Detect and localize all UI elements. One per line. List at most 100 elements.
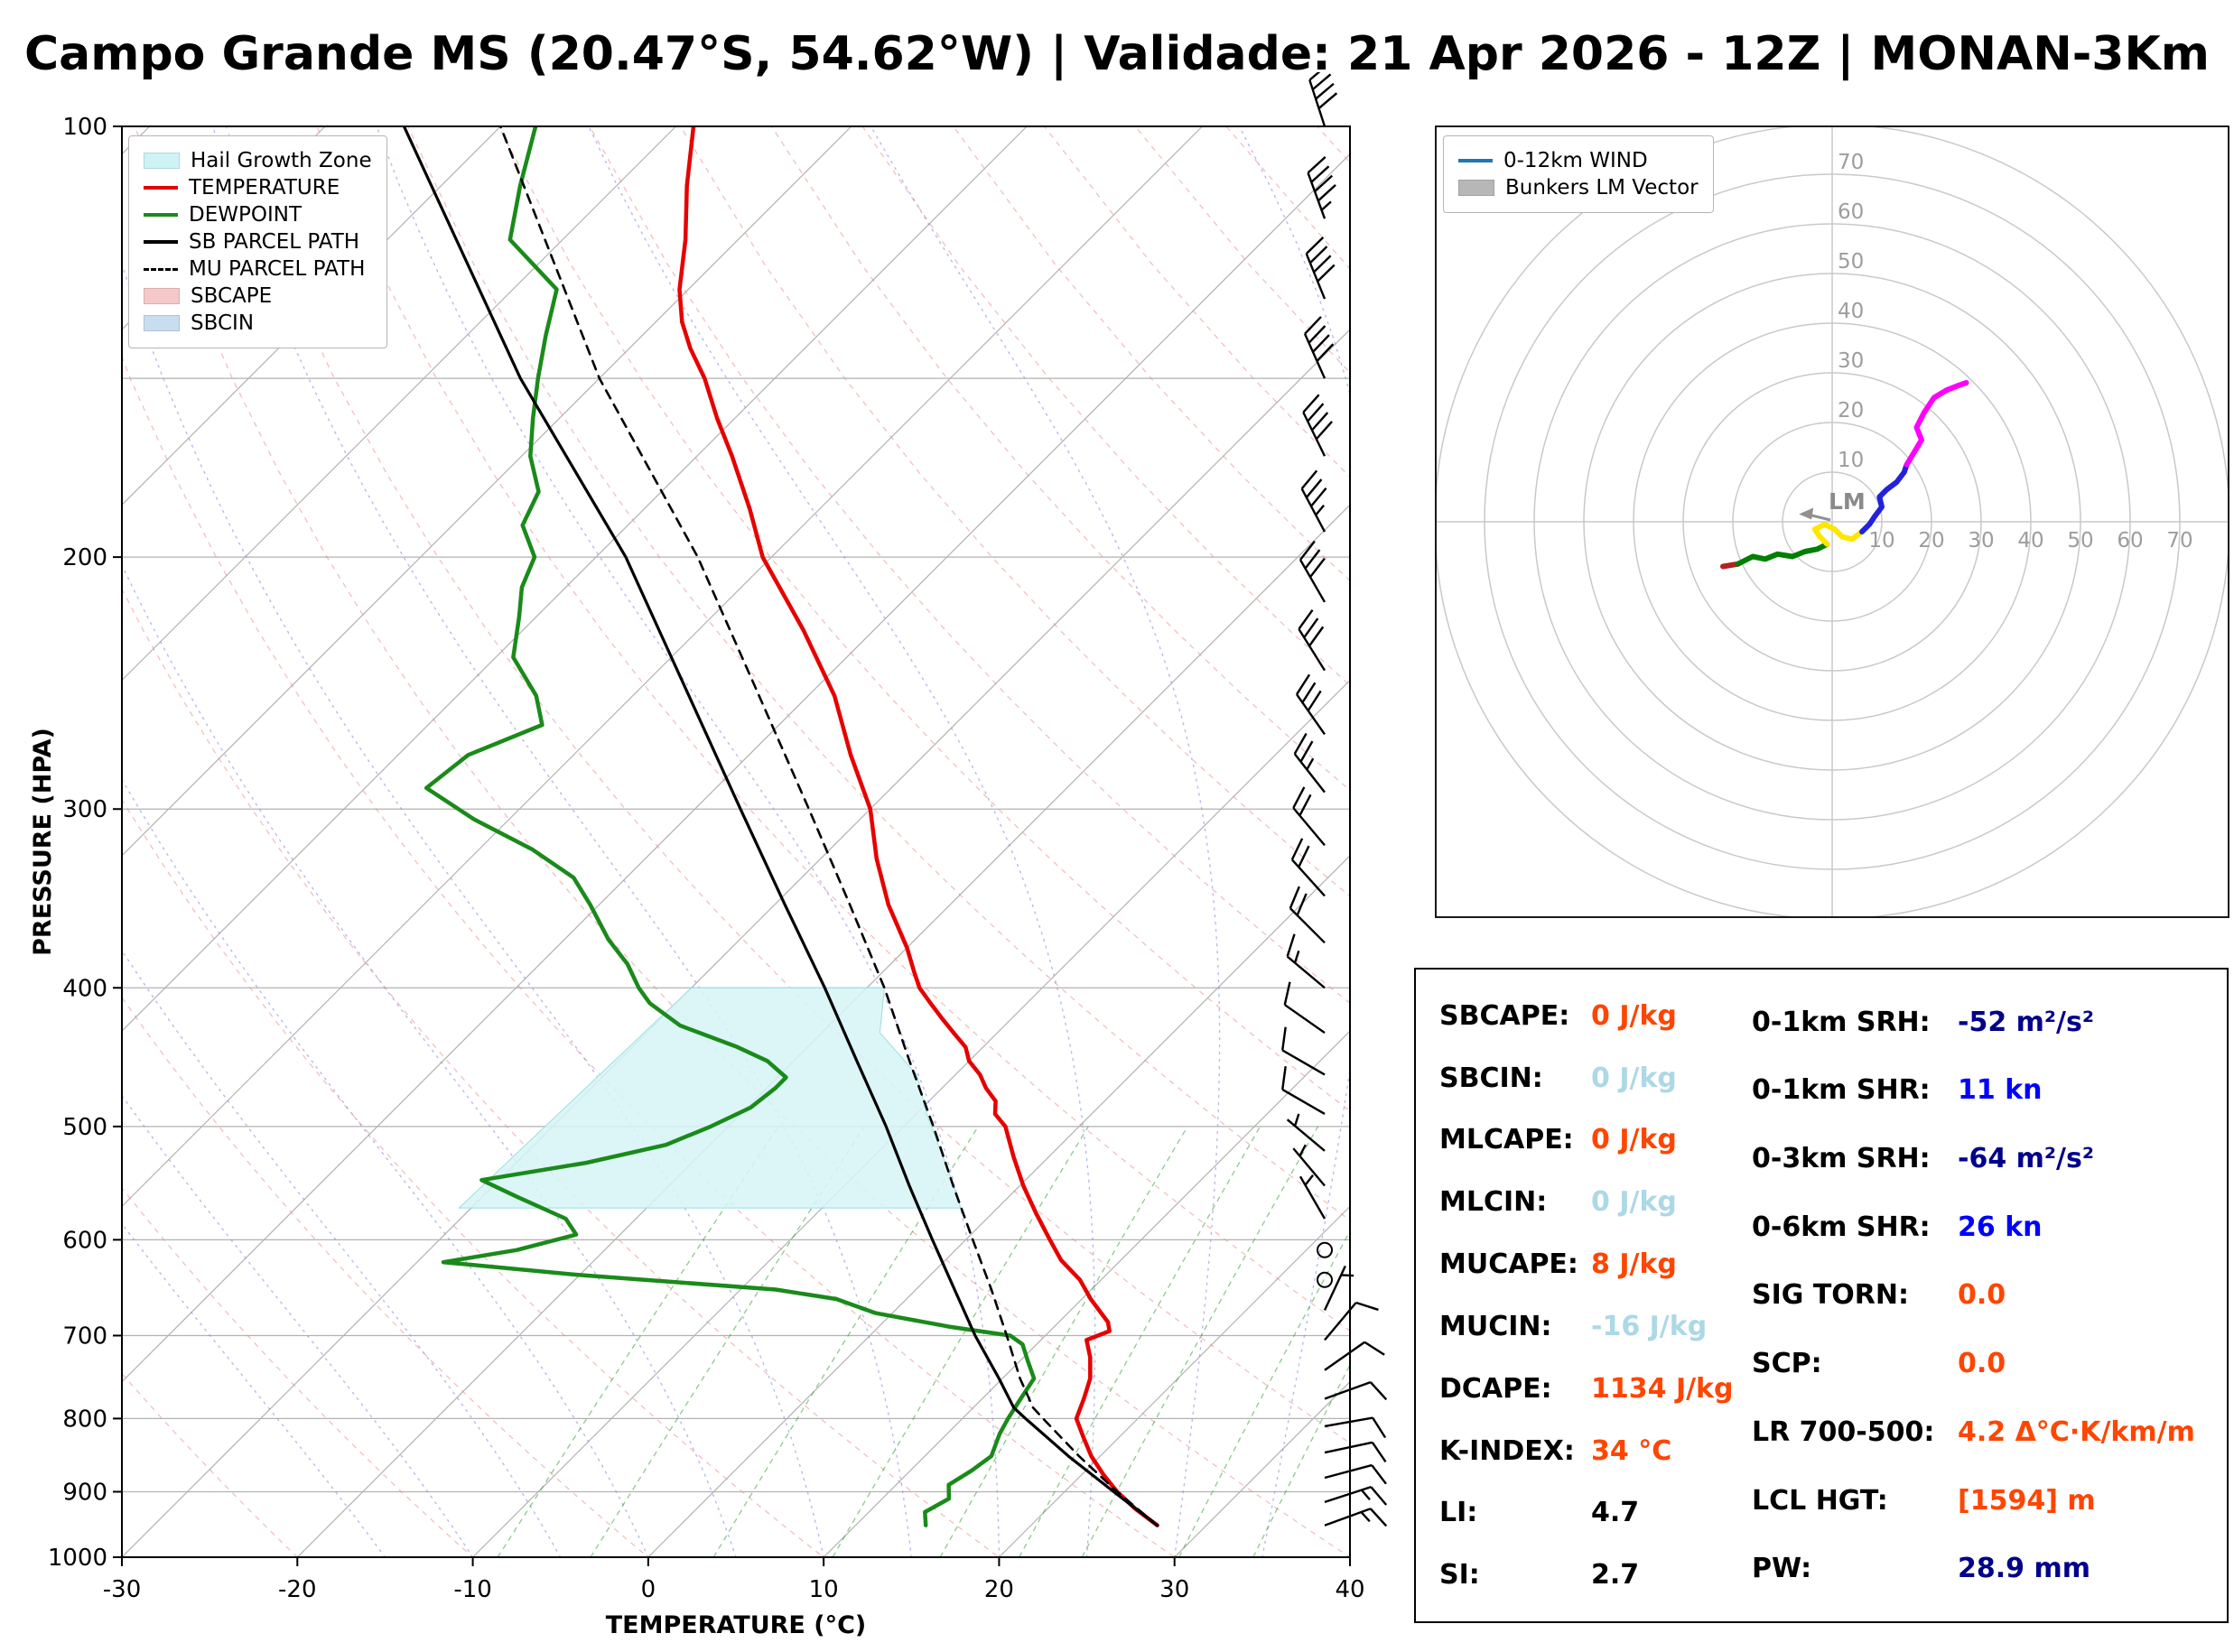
stat-value: 8 J/kg <box>1591 1248 1677 1281</box>
stat-value: 0 J/kg <box>1591 1124 1677 1156</box>
legend-item: MU PARCEL PATH <box>144 257 372 281</box>
svg-text:500: 500 <box>62 1114 107 1141</box>
wind-barbs <box>1281 72 1388 1527</box>
svg-text:10: 10 <box>809 1576 839 1603</box>
stat-value: 34 °C <box>1591 1434 1672 1467</box>
stat-row: MUCIN: -16 J/kg <box>1439 1311 1741 1342</box>
page-title: Campo Grande MS (20.47°S, 54.62°W) | Val… <box>24 27 2210 81</box>
legend-item: 0-12km WIND <box>1458 149 1699 172</box>
svg-text:400: 400 <box>62 975 107 1002</box>
legend-label: SB PARCEL PATH <box>189 230 360 254</box>
svg-text:200: 200 <box>62 544 107 571</box>
stat-label: MUCIN: <box>1439 1310 1552 1342</box>
legend-swatch <box>144 186 178 190</box>
stat-value: 0 J/kg <box>1591 1186 1677 1219</box>
stat-row: 0-1km SHR: 11 kn <box>1752 1074 2227 1106</box>
legend-label: 0-12km WIND <box>1503 149 1648 172</box>
svg-text:10: 10 <box>1868 529 1894 552</box>
svg-text:600: 600 <box>62 1227 107 1254</box>
stat-label: SBCAPE: <box>1439 999 1570 1032</box>
stat-value: -16 J/kg <box>1591 1310 1708 1342</box>
hodograph-plot-area: 10 10 20 20 30 30 40 40 50 50 60 60 70 70 LM <box>1436 126 2229 917</box>
legend-label: MU PARCEL PATH <box>189 257 366 281</box>
legend-label: DEWPOINT <box>189 203 302 227</box>
svg-text:30: 30 <box>1159 1576 1189 1603</box>
stat-row: SI: 2.7 <box>1439 1559 1741 1591</box>
legend-swatch <box>144 288 180 304</box>
legend-swatch <box>1458 159 1493 162</box>
svg-text:50: 50 <box>1838 250 1864 274</box>
svg-text:PRESSURE (HPA): PRESSURE (HPA) <box>29 728 57 956</box>
svg-text:800: 800 <box>62 1406 107 1433</box>
stat-value: 11 kn <box>1958 1074 2043 1107</box>
stats-panel: SBCAPE: 0 J/kg SBCIN: 0 J/kg MLCAPE: 0 J/kg ML… <box>1414 968 2229 1623</box>
series-dewpoint <box>424 126 1037 1527</box>
stat-label: 0-6km SHR: <box>1752 1211 1931 1243</box>
svg-text:40: 40 <box>1335 1576 1364 1603</box>
stat-label: PW: <box>1752 1553 1812 1585</box>
stat-label: SIG TORN: <box>1752 1279 1910 1312</box>
legend-swatch <box>144 153 180 169</box>
legend-item: Hail Growth Zone <box>144 149 372 172</box>
svg-text:0: 0 <box>641 1576 656 1603</box>
stat-row: 0-1km SRH: -52 m²/s² <box>1752 1007 2227 1038</box>
svg-text:1000: 1000 <box>48 1545 107 1572</box>
legend-swatch <box>144 213 178 217</box>
hodograph-segment-3-6km <box>1811 521 1865 547</box>
svg-text:60: 60 <box>1838 200 1864 224</box>
svg-text:LM: LM <box>1829 488 1866 515</box>
legend-item: SBCAPE <box>144 284 372 308</box>
skewt-plot-area <box>122 126 1350 1557</box>
svg-text:70: 70 <box>2166 529 2192 552</box>
stat-row: SBCIN: 0 J/kg <box>1439 1063 1741 1094</box>
stat-row: 0-3km SRH: -64 m²/s² <box>1752 1143 2227 1174</box>
stat-label: LI: <box>1439 1497 1478 1529</box>
legend-swatch <box>1458 180 1494 196</box>
legend-item: SB PARCEL PATH <box>144 230 372 254</box>
stat-value: 1134 J/kg <box>1591 1372 1734 1405</box>
stat-row: DCAPE: 1134 J/kg <box>1439 1373 1741 1405</box>
svg-text:100: 100 <box>62 114 107 141</box>
svg-text:TEMPERATURE (°C): TEMPERATURE (°C) <box>606 1611 867 1639</box>
hodograph-chart: 10 10 20 20 30 30 40 40 50 50 60 60 70 70 LM <box>1435 125 2229 918</box>
stat-row: LI: 4.7 <box>1439 1497 1741 1528</box>
series-temperature <box>677 126 1159 1527</box>
skewt-frame <box>121 125 1351 1558</box>
stat-label: LCL HGT: <box>1752 1484 1888 1517</box>
svg-text:40: 40 <box>1838 300 1864 323</box>
svg-text:30: 30 <box>1968 529 1994 552</box>
legend-label: Bunkers LM Vector <box>1505 176 1699 200</box>
legend-item: DEWPOINT <box>144 203 372 227</box>
stat-label: SBCIN: <box>1439 1062 1543 1094</box>
legend-item: SBCIN <box>144 311 372 335</box>
svg-text:60: 60 <box>2117 529 2143 552</box>
stat-value: 0.0 <box>1958 1279 2006 1312</box>
stat-row: K-INDEX: 34 °C <box>1439 1435 1741 1467</box>
hodograph-segment-6-9km <box>1859 461 1910 534</box>
stat-row: MLCAPE: 0 J/kg <box>1439 1124 1741 1155</box>
stats-column-left: SBCAPE: 0 J/kg SBCIN: 0 J/kg MLCAPE: 0 J/kg ML… <box>1416 970 1741 1621</box>
stat-row: SCP: 0.0 <box>1752 1348 2227 1379</box>
hail-growth-zone <box>458 987 962 1209</box>
series-mu-parcel-path <box>499 126 1159 1527</box>
stat-row: PW: 28.9 mm <box>1752 1553 2227 1584</box>
stat-row: LCL HGT: [1594] m <box>1752 1485 2227 1517</box>
stat-label: LR 700-500: <box>1752 1415 1935 1448</box>
stat-row: SBCAPE: 0 J/kg <box>1439 1000 1741 1032</box>
legend-swatch <box>144 315 180 331</box>
hodograph-segment-0-3km <box>1735 541 1830 567</box>
legend-label: SBCIN <box>191 311 255 335</box>
stat-label: DCAPE: <box>1439 1372 1552 1405</box>
legend-item: TEMPERATURE <box>144 176 372 200</box>
svg-text:20: 20 <box>984 1576 1014 1603</box>
stat-value: 0 J/kg <box>1591 999 1677 1032</box>
stat-label: 0-1km SRH: <box>1752 1006 1931 1038</box>
stat-row: SIG TORN: 0.0 <box>1752 1279 2227 1311</box>
svg-text:300: 300 <box>62 796 107 823</box>
stat-label: MLCIN: <box>1439 1186 1548 1219</box>
svg-text:30: 30 <box>1838 349 1864 373</box>
stat-row: MUCAPE: 8 J/kg <box>1439 1248 1741 1280</box>
hodograph-legend: 0-12km WIND Bunkers LM Vector <box>1443 135 1714 213</box>
